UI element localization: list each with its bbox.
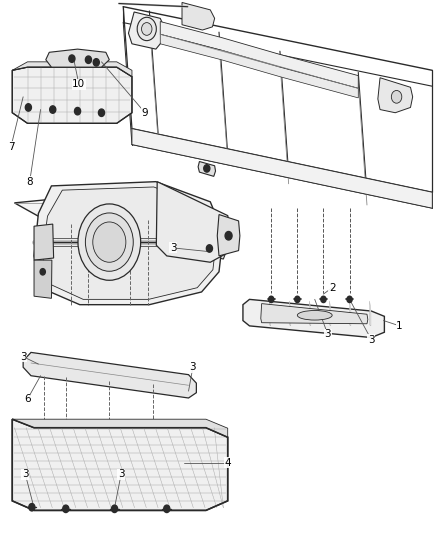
- Circle shape: [141, 22, 152, 35]
- Circle shape: [74, 108, 81, 115]
- Polygon shape: [243, 300, 385, 337]
- Text: 2: 2: [329, 282, 336, 293]
- Circle shape: [225, 231, 232, 240]
- Circle shape: [295, 296, 300, 303]
- Polygon shape: [160, 21, 358, 88]
- Circle shape: [85, 56, 92, 63]
- Text: 3: 3: [20, 352, 26, 361]
- Text: 8: 8: [26, 176, 33, 187]
- Polygon shape: [34, 182, 223, 305]
- Text: 7: 7: [7, 142, 14, 152]
- Text: 3: 3: [368, 335, 374, 345]
- Circle shape: [93, 59, 99, 66]
- Polygon shape: [290, 301, 291, 326]
- Polygon shape: [160, 34, 358, 98]
- Text: 9: 9: [142, 108, 148, 118]
- Polygon shape: [34, 224, 53, 260]
- Circle shape: [63, 505, 69, 513]
- Polygon shape: [156, 182, 232, 262]
- Circle shape: [321, 296, 326, 303]
- Polygon shape: [12, 419, 228, 437]
- Circle shape: [204, 165, 210, 172]
- Ellipse shape: [297, 311, 332, 320]
- Circle shape: [268, 296, 274, 303]
- Text: 1: 1: [396, 321, 403, 331]
- Polygon shape: [193, 239, 226, 259]
- Polygon shape: [350, 301, 351, 326]
- Circle shape: [69, 55, 75, 62]
- Polygon shape: [128, 12, 165, 49]
- Circle shape: [25, 104, 32, 111]
- Circle shape: [93, 222, 126, 262]
- Polygon shape: [23, 352, 196, 398]
- Polygon shape: [370, 301, 371, 326]
- Text: 4: 4: [224, 458, 231, 467]
- Polygon shape: [269, 301, 271, 326]
- Text: 3: 3: [190, 362, 196, 372]
- Circle shape: [347, 296, 352, 303]
- Polygon shape: [12, 67, 132, 123]
- Polygon shape: [12, 62, 132, 77]
- Text: 3: 3: [170, 243, 177, 253]
- Polygon shape: [198, 161, 215, 176]
- Polygon shape: [132, 128, 432, 208]
- Text: 3: 3: [325, 329, 331, 340]
- Polygon shape: [34, 260, 52, 298]
- Polygon shape: [329, 301, 331, 326]
- Text: 10: 10: [72, 79, 85, 89]
- Text: 3: 3: [22, 470, 28, 479]
- Text: 6: 6: [24, 394, 31, 404]
- Circle shape: [137, 17, 156, 41]
- Circle shape: [164, 505, 170, 513]
- Circle shape: [112, 505, 117, 513]
- Polygon shape: [261, 304, 368, 324]
- Polygon shape: [310, 301, 311, 326]
- Polygon shape: [378, 78, 413, 113]
- Polygon shape: [182, 3, 215, 30]
- Circle shape: [99, 109, 105, 116]
- Polygon shape: [46, 49, 110, 67]
- Polygon shape: [12, 419, 228, 511]
- Circle shape: [49, 106, 56, 114]
- Circle shape: [206, 245, 212, 252]
- Circle shape: [40, 269, 46, 275]
- Polygon shape: [42, 187, 217, 300]
- Text: 3: 3: [118, 470, 124, 479]
- Polygon shape: [217, 215, 240, 256]
- Circle shape: [29, 504, 35, 511]
- Circle shape: [78, 204, 141, 280]
- Circle shape: [85, 213, 133, 271]
- Circle shape: [391, 91, 402, 103]
- Polygon shape: [14, 192, 149, 278]
